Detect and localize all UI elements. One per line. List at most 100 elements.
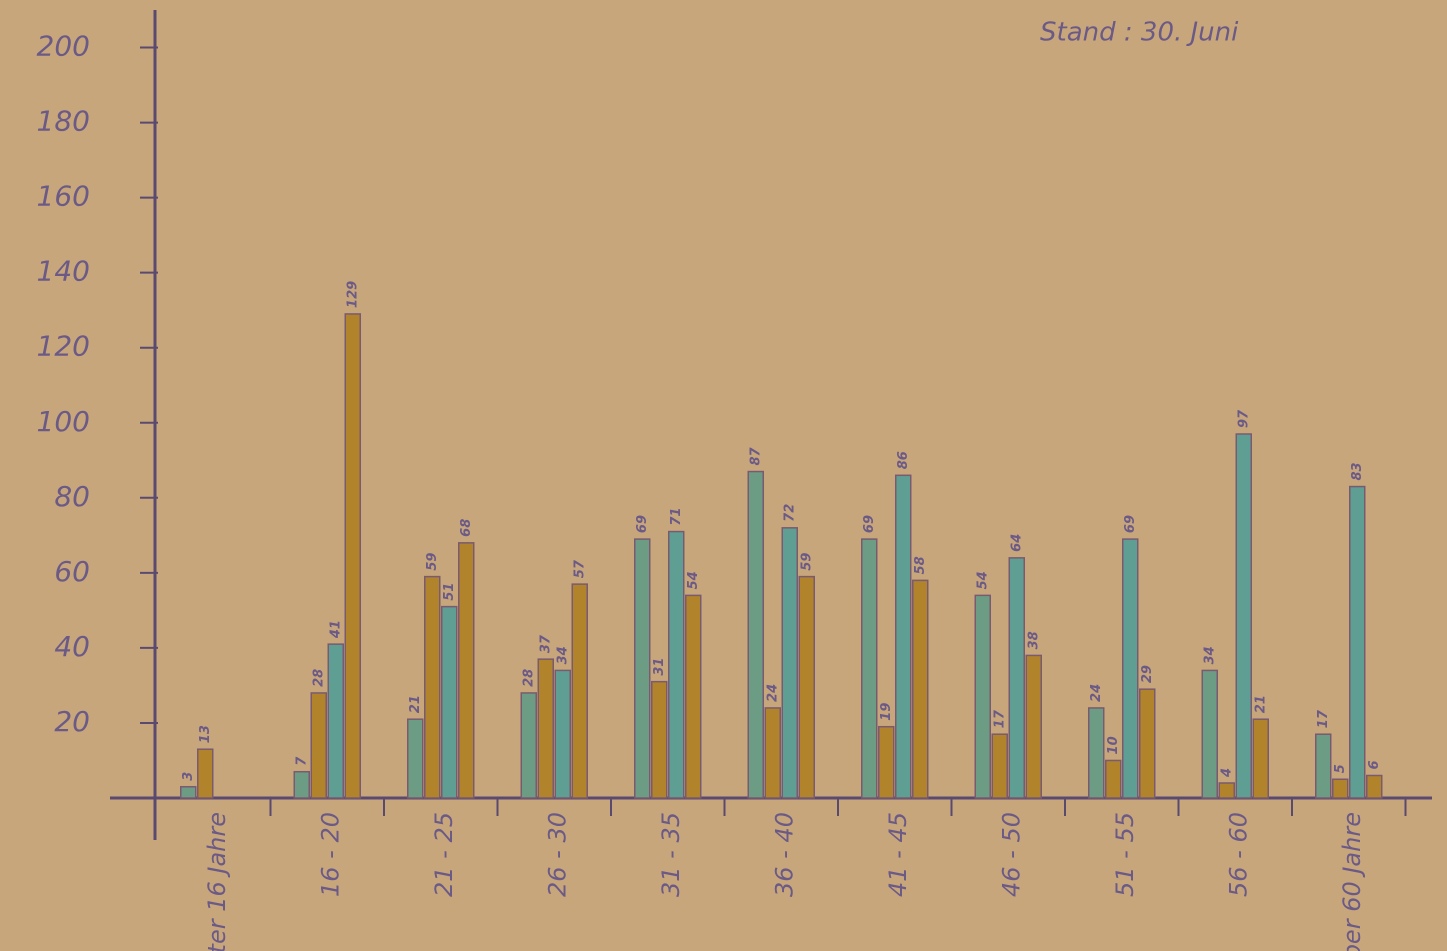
bar (571, 583, 588, 799)
bar (1008, 557, 1025, 799)
x-tick-label: unter 16 Jahre (203, 812, 231, 951)
value-label: 7 (294, 756, 309, 766)
bar (878, 725, 895, 799)
x-tick-label: 16 - 20 (316, 812, 344, 897)
value-label: 28 (311, 669, 326, 687)
bar (310, 692, 327, 799)
bar (1088, 707, 1105, 799)
value-label: 97 (1236, 409, 1251, 428)
bar (651, 680, 668, 799)
y-tick-label: 180 (37, 105, 90, 138)
bar (634, 538, 651, 799)
y-tick-label: 40 (54, 630, 90, 663)
value-label: 64 (1009, 534, 1024, 552)
bar (458, 542, 475, 799)
value-label: 17 (992, 709, 1007, 728)
bar (1122, 538, 1139, 799)
bar (1252, 718, 1269, 799)
x-tick-label: 56 - 60 (1224, 812, 1252, 897)
value-label: 24 (1089, 684, 1104, 702)
value-label: 37 (538, 634, 553, 653)
bar (1349, 485, 1366, 799)
value-label: 34 (555, 646, 570, 664)
bar (407, 718, 424, 799)
bar (520, 692, 537, 799)
x-tick-label: 26 - 30 (543, 812, 571, 897)
value-label: 29 (1140, 665, 1155, 683)
x-tick-label: 41 - 45 (884, 812, 912, 897)
bar (293, 770, 310, 799)
value-label: 129 (345, 281, 360, 308)
value-label: 57 (572, 559, 587, 578)
value-label: 58 (913, 556, 928, 574)
x-tick-label: 36 - 40 (770, 812, 798, 897)
value-label: 19 (879, 703, 894, 721)
bar (861, 538, 878, 799)
value-label: 41 (328, 620, 343, 639)
value-label: 69 (862, 515, 877, 533)
y-tick-label: 80 (54, 480, 90, 513)
bar (1139, 688, 1156, 799)
value-label: 38 (1026, 631, 1041, 649)
bar (895, 474, 912, 799)
value-label: 72 (782, 504, 797, 522)
y-tick-label: 20 (54, 705, 90, 738)
value-label: 21 (408, 695, 423, 713)
x-tick-label: 31 - 35 (657, 812, 685, 897)
bar (974, 594, 991, 799)
bar (1332, 778, 1349, 799)
y-tick-label: 60 (54, 555, 90, 588)
value-label: 21 (1253, 695, 1268, 713)
bar (1105, 759, 1122, 799)
annotation: Stand : 30. Juni (1040, 18, 1239, 48)
bar (668, 530, 685, 799)
value-label: 51 (442, 583, 457, 601)
bar (1025, 654, 1042, 799)
value-label: 34 (1202, 646, 1217, 664)
value-label: 87 (748, 446, 763, 465)
bar (781, 527, 798, 799)
value-label: 59 (425, 553, 440, 571)
bar (424, 575, 441, 799)
y-tick-label: 100 (37, 405, 90, 438)
bar (554, 669, 571, 799)
value-label: 71 (669, 507, 684, 525)
x-tick-label: 46 - 50 (997, 812, 1025, 897)
bar (1366, 774, 1383, 799)
bar (344, 313, 361, 799)
value-label: 69 (1123, 515, 1138, 533)
bar (1218, 782, 1235, 799)
value-label: 4 (1219, 768, 1234, 778)
bar (327, 643, 344, 799)
x-tick-label: 51 - 55 (1111, 812, 1139, 897)
value-label: 83 (1350, 462, 1365, 480)
bar (180, 785, 197, 799)
x-tick-label: über 60 Jahre (1338, 812, 1366, 951)
value-label: 69 (635, 515, 650, 533)
bar (764, 707, 781, 799)
bar (1235, 433, 1252, 799)
bar (197, 748, 214, 799)
value-label: 10 (1106, 736, 1121, 754)
bar (537, 658, 554, 799)
value-label: 3 (181, 772, 196, 781)
bar (1315, 733, 1332, 799)
value-label: 59 (799, 553, 814, 571)
x-tick-label: 21 - 25 (430, 812, 458, 897)
value-label: 5 (1333, 764, 1348, 773)
bar (991, 733, 1008, 799)
y-tick-label: 160 (37, 180, 90, 213)
y-tick-label: 120 (37, 330, 90, 363)
value-label: 31 (652, 658, 667, 676)
bar (798, 575, 815, 799)
value-label: 68 (459, 519, 474, 537)
bar (912, 579, 929, 799)
y-tick-label: 200 (37, 30, 90, 63)
bar (747, 470, 764, 799)
value-label: 86 (896, 451, 911, 469)
value-label: 54 (686, 571, 701, 589)
value-label: 28 (521, 669, 536, 687)
y-tick-label: 140 (37, 255, 90, 288)
bar (1201, 669, 1218, 799)
